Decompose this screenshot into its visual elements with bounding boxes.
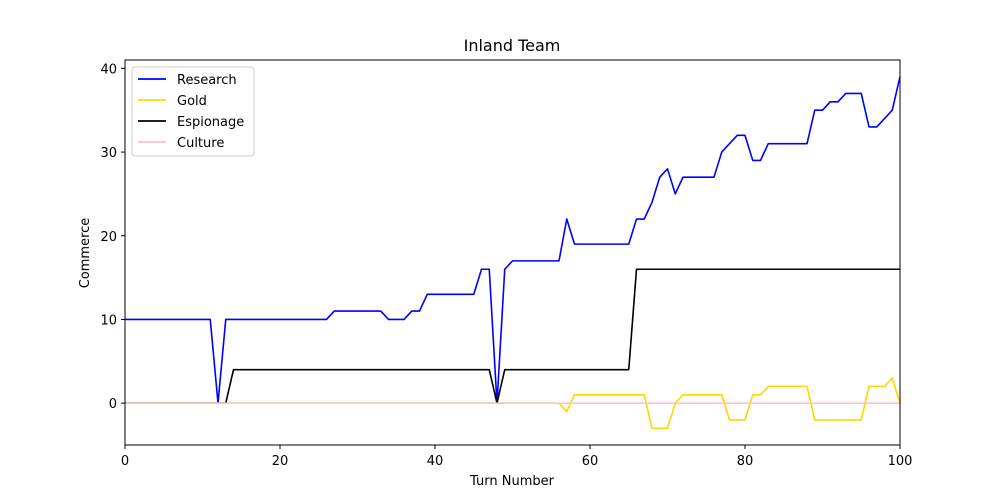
legend: Research Gold Espionage Culture: [131, 66, 255, 157]
legend-label-espionage: Espionage: [177, 115, 244, 130]
y-tick-label: 0: [109, 397, 117, 412]
series-line-espionage: [125, 268, 900, 404]
y-tick-label: 20: [100, 230, 117, 245]
legend-label-research: Research: [177, 73, 237, 88]
y-tick-label: 10: [100, 313, 117, 328]
chart-title: Inland Team: [464, 36, 561, 55]
y-tick-label: 40: [100, 62, 117, 77]
series-layer: [125, 76, 901, 430]
legend-label-culture: Culture: [177, 136, 224, 151]
x-tick-label: 0: [121, 454, 129, 469]
x-tick-label: 80: [737, 454, 754, 469]
y-axis: 0 10 20 30 40: [100, 62, 125, 412]
x-tick-label: 40: [427, 454, 444, 469]
series-line-research: [125, 76, 901, 404]
legend-box: [131, 66, 255, 157]
plot-frame: [124, 59, 901, 446]
x-tick-label: 60: [582, 454, 599, 469]
x-axis: 0 20 40 60 80 100: [121, 445, 913, 469]
x-tick-label: 100: [888, 454, 913, 469]
x-tick-label: 20: [272, 454, 289, 469]
y-tick-label: 30: [100, 146, 117, 161]
legend-label-gold: Gold: [177, 94, 207, 109]
y-axis-title: Commerce: [78, 218, 93, 289]
x-axis-title: Turn Number: [469, 474, 555, 489]
